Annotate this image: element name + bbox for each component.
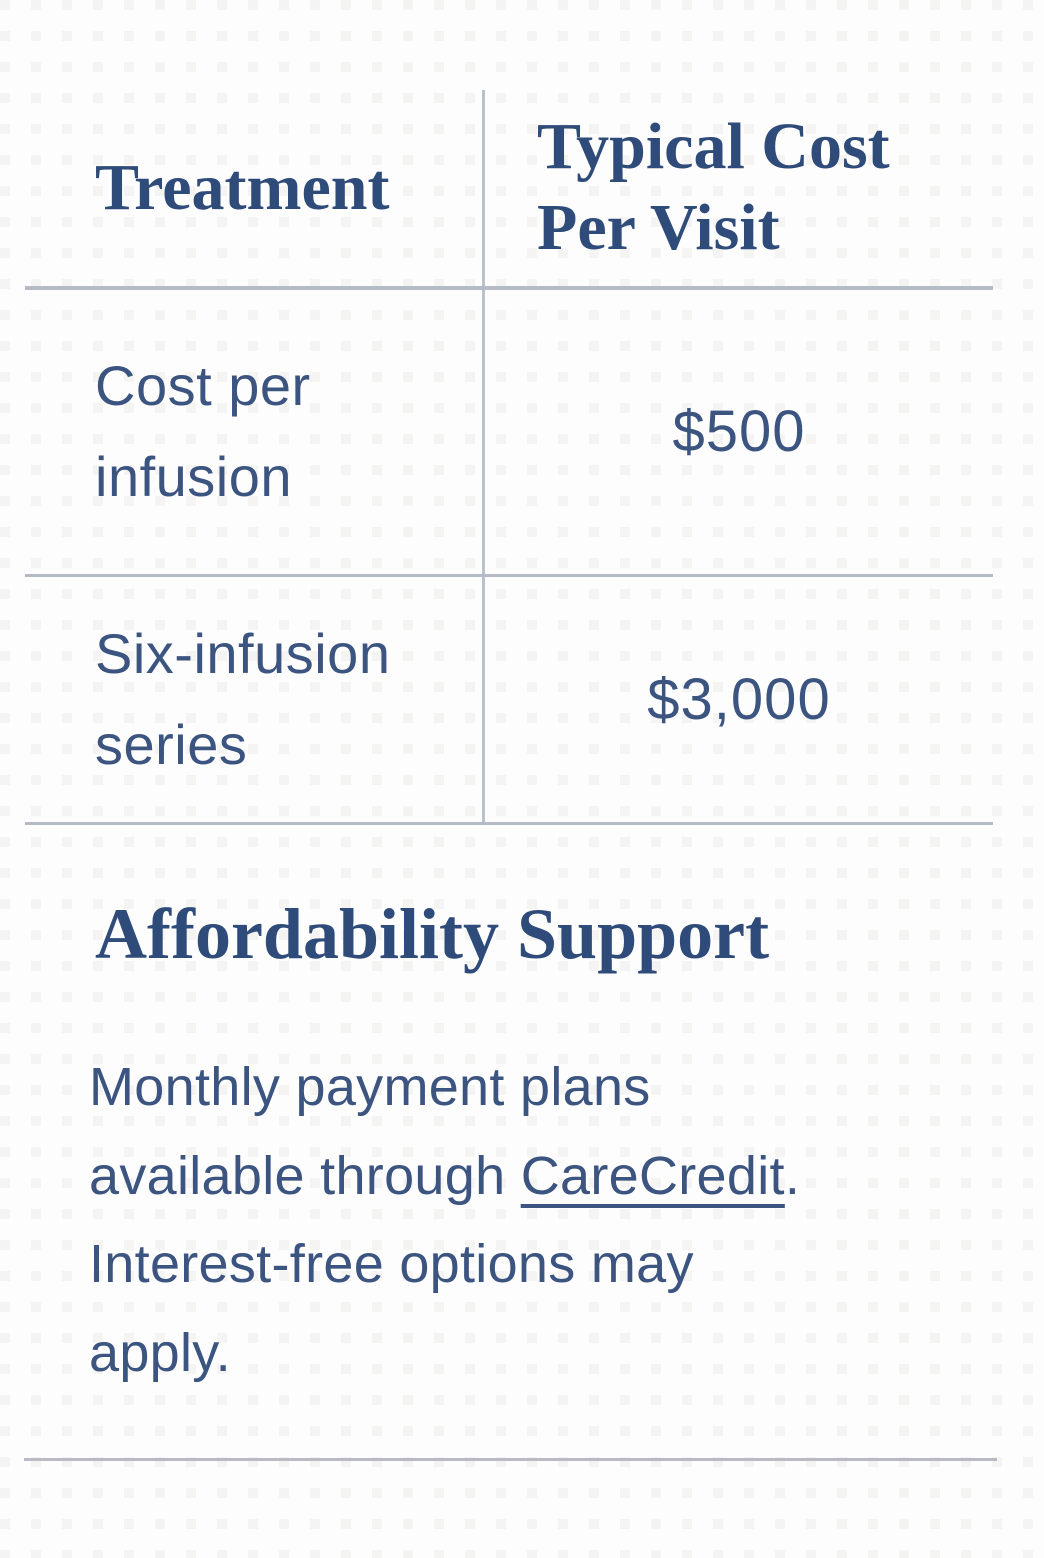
treatment-cell: Cost per infusion xyxy=(25,290,485,574)
carecredit-link[interactable]: CareCredit xyxy=(520,1145,785,1206)
table-row-cost-per-infusion: Cost per infusion $500 xyxy=(25,290,993,577)
support-paragraph: Monthly payment plans available through C… xyxy=(89,1043,989,1397)
column-header-typical-cost: Typical Cost Per Visit xyxy=(537,110,890,264)
column-header-treatment: Treatment xyxy=(25,90,485,286)
pricing-table: Treatment Typical Cost Per Visit Cost pe… xyxy=(25,90,993,825)
table-row-six-infusion-series: Six-infusion series $3,000 xyxy=(25,577,993,825)
paragraph-line-2-before-link: available through xyxy=(89,1145,521,1206)
paragraph-line-2-after-link: . xyxy=(784,1145,801,1206)
paragraph-line-1: Monthly payment plans xyxy=(89,1057,651,1117)
paragraph-line-3: Interest-free options may xyxy=(89,1234,694,1295)
section-heading-affordability-support: Affordability Support xyxy=(95,894,770,974)
table-header-row: Treatment Typical Cost Per Visit xyxy=(25,90,993,290)
cost-cell: $500 xyxy=(672,399,806,465)
paragraph-line-4: apply. xyxy=(89,1322,231,1383)
bottom-divider xyxy=(24,1458,997,1461)
treatment-cell: Six-infusion series xyxy=(25,577,485,822)
cost-cell: $3,000 xyxy=(647,666,831,732)
